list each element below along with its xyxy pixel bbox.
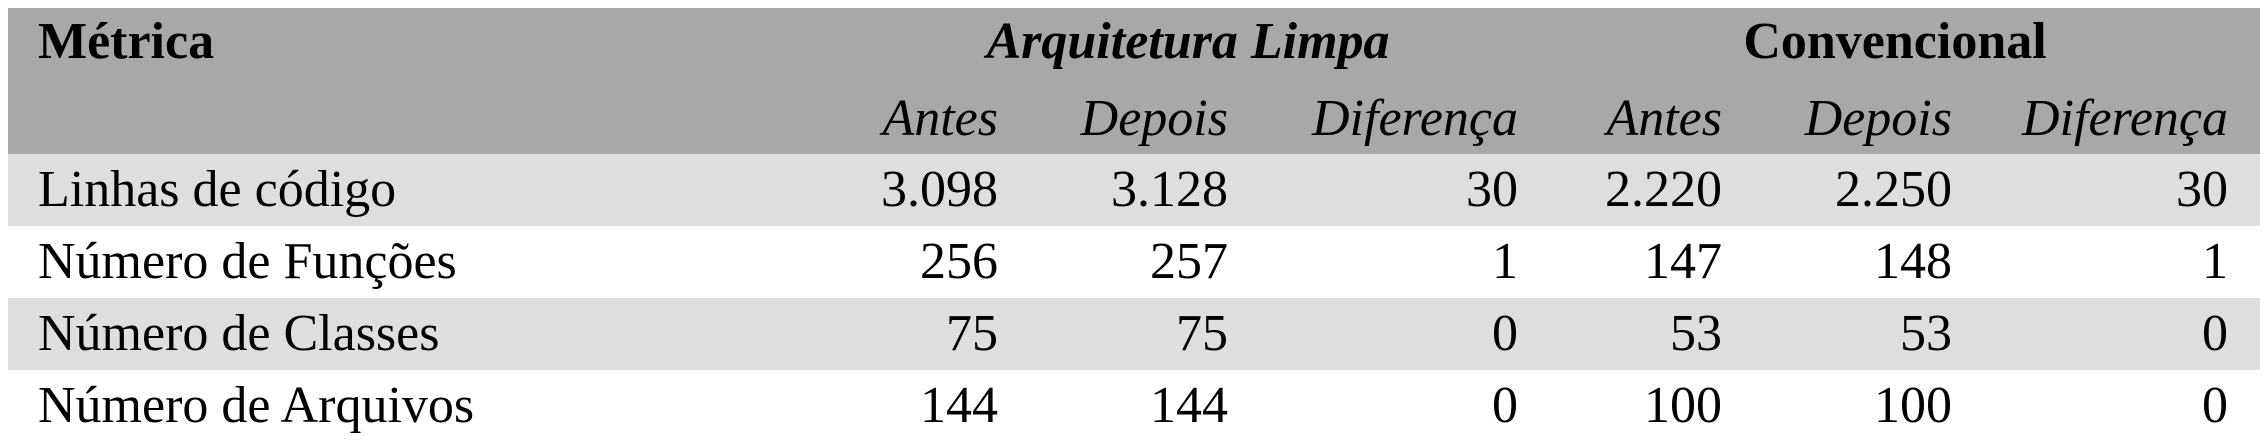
- table-cell: 147: [1644, 233, 1722, 290]
- subheader-before: Antes: [882, 90, 998, 147]
- table-cell: 144: [1150, 377, 1228, 434]
- metric-column-header: Métrica: [38, 13, 215, 70]
- table-cell: 1: [1492, 233, 1518, 290]
- row-label: Número de Arquivos: [38, 377, 475, 434]
- table-cell: 53: [1900, 305, 1952, 362]
- subheader-difference: Diferença: [2022, 90, 2228, 147]
- table-cell: 0: [2202, 377, 2228, 434]
- subheader-after: Depois: [1804, 90, 1952, 147]
- table-cell: 3.098: [881, 161, 998, 218]
- table-header-row: Métrica Arquitetura Limpa Convencional: [8, 8, 2260, 84]
- table-cell: 144: [920, 377, 998, 434]
- subheader-after: Depois: [1080, 90, 1228, 147]
- table-cell: 2.250: [1835, 161, 1952, 218]
- table-cell: 30: [2176, 161, 2228, 218]
- table-subheader-row: Antes Depois Diferença Antes Depois Dife…: [8, 84, 2260, 154]
- table-cell: 257: [1150, 233, 1228, 290]
- table-cell: 30: [1466, 161, 1518, 218]
- table-cell: 148: [1874, 233, 1952, 290]
- table-cell: 3.128: [1111, 161, 1228, 218]
- group-header-clean-architecture: Arquitetura Limpa: [986, 13, 1390, 70]
- table-cell: 75: [1176, 305, 1228, 362]
- comparison-table: Métrica Arquitetura Limpa Convencional A…: [8, 8, 2260, 442]
- table-cell: 1: [2202, 233, 2228, 290]
- subheader-difference: Diferença: [1312, 90, 1518, 147]
- table-cell: 0: [1492, 305, 1518, 362]
- table-cell: 53: [1670, 305, 1722, 362]
- row-label: Número de Classes: [38, 305, 440, 362]
- table-row: Linhas de código 3.098 3.128 30 2.220 2.…: [8, 154, 2260, 226]
- row-label: Linhas de código: [38, 161, 397, 218]
- subheader-before: Antes: [1606, 90, 1722, 147]
- table-cell: 0: [2202, 305, 2228, 362]
- table-cell: 75: [946, 305, 998, 362]
- table-cell: 100: [1874, 377, 1952, 434]
- table-cell: 2.220: [1605, 161, 1722, 218]
- table-cell: 256: [920, 233, 998, 290]
- table-row: Número de Classes 75 75 0 53 53 0: [8, 298, 2260, 370]
- row-label: Número de Funções: [38, 233, 457, 290]
- group-header-conventional: Convencional: [1743, 13, 2047, 70]
- table-row: Número de Funções 256 257 1 147 148 1: [8, 226, 2260, 298]
- table-cell: 0: [1492, 377, 1518, 434]
- table-cell: 100: [1644, 377, 1722, 434]
- table-row: Número de Arquivos 144 144 0 100 100 0: [8, 370, 2260, 442]
